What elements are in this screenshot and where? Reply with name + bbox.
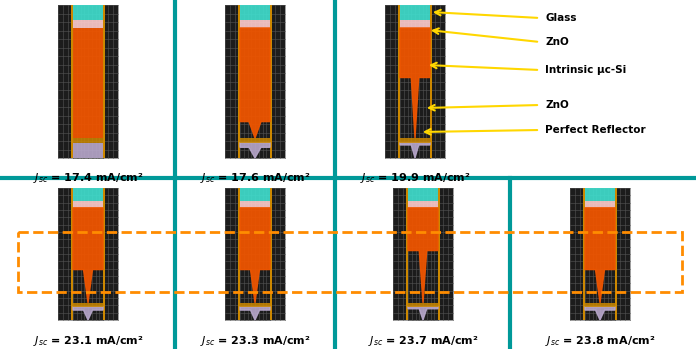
Text: ZnO: ZnO: [545, 100, 569, 110]
Bar: [270, 5, 272, 158]
Bar: [270, 188, 272, 320]
Bar: [18, 232, 682, 292]
Bar: [73, 201, 103, 208]
Bar: [225, 5, 285, 158]
Bar: [393, 188, 453, 320]
Bar: [240, 188, 270, 201]
Bar: [240, 138, 270, 143]
Text: $J_{sc}$ = 23.1 mA/cm²: $J_{sc}$ = 23.1 mA/cm²: [33, 334, 143, 348]
Bar: [400, 138, 430, 143]
Bar: [585, 201, 615, 208]
Polygon shape: [240, 307, 270, 320]
Text: $J_{sc}$ = 17.6 mA/cm²: $J_{sc}$ = 17.6 mA/cm²: [200, 171, 310, 185]
Polygon shape: [585, 208, 615, 303]
Bar: [240, 5, 270, 20]
Bar: [408, 188, 438, 201]
Bar: [240, 20, 270, 28]
Polygon shape: [408, 307, 438, 320]
Bar: [585, 188, 615, 320]
Bar: [238, 188, 240, 320]
Bar: [615, 188, 617, 320]
Bar: [225, 188, 285, 320]
Bar: [73, 188, 103, 320]
Polygon shape: [585, 307, 615, 320]
Bar: [73, 5, 103, 20]
Bar: [585, 303, 615, 307]
Text: $J_{sc}$ = 23.7 mA/cm²: $J_{sc}$ = 23.7 mA/cm²: [367, 334, 478, 348]
Bar: [73, 303, 103, 307]
Bar: [583, 188, 585, 320]
Text: $J_{sc}$ = 23.8 mA/cm²: $J_{sc}$ = 23.8 mA/cm²: [545, 334, 656, 348]
Bar: [400, 5, 430, 20]
Text: $J_{sc}$ = 17.4 mA/cm²: $J_{sc}$ = 17.4 mA/cm²: [33, 171, 143, 185]
Text: $J_{sc}$ = 23.3 mA/cm²: $J_{sc}$ = 23.3 mA/cm²: [200, 334, 310, 348]
Bar: [570, 188, 630, 320]
Bar: [240, 188, 270, 320]
Bar: [58, 188, 118, 320]
Polygon shape: [240, 143, 270, 158]
Bar: [400, 5, 430, 158]
Polygon shape: [408, 208, 438, 303]
Bar: [71, 188, 73, 320]
Bar: [398, 5, 400, 158]
Bar: [240, 5, 270, 158]
Bar: [430, 5, 432, 158]
Bar: [408, 188, 438, 320]
Polygon shape: [240, 208, 270, 303]
Polygon shape: [73, 208, 103, 303]
Polygon shape: [240, 28, 270, 138]
Bar: [103, 188, 105, 320]
Bar: [73, 20, 103, 28]
Text: ZnO: ZnO: [545, 37, 569, 47]
Polygon shape: [400, 143, 430, 158]
Bar: [240, 201, 270, 208]
Bar: [238, 5, 240, 158]
Polygon shape: [400, 28, 430, 138]
Bar: [73, 5, 103, 158]
Bar: [406, 188, 408, 320]
Bar: [408, 303, 438, 307]
Bar: [385, 5, 445, 158]
Bar: [71, 5, 73, 158]
Bar: [585, 188, 615, 201]
Bar: [73, 188, 103, 201]
Bar: [438, 188, 440, 320]
Bar: [73, 28, 103, 138]
Bar: [408, 201, 438, 208]
Text: Intrinsic μc-Si: Intrinsic μc-Si: [545, 65, 626, 75]
Text: $J_{sc}$ = 19.9 mA/cm²: $J_{sc}$ = 19.9 mA/cm²: [360, 171, 470, 185]
Polygon shape: [73, 307, 103, 320]
Bar: [240, 303, 270, 307]
Text: Perfect Reflector: Perfect Reflector: [545, 125, 646, 135]
Bar: [103, 5, 105, 158]
Bar: [73, 143, 103, 158]
Text: Glass: Glass: [545, 13, 576, 23]
Bar: [58, 5, 118, 158]
Bar: [73, 138, 103, 143]
Bar: [400, 20, 430, 28]
